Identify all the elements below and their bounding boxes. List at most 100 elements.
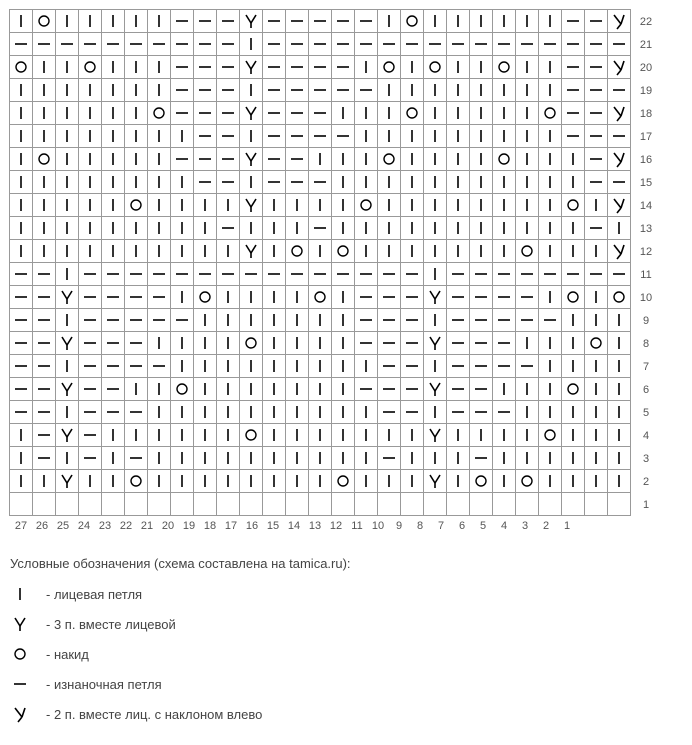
chart-cell: [400, 354, 424, 378]
chart-cell: [446, 262, 470, 286]
chart-cell: [400, 239, 424, 263]
chart-cell: [193, 354, 217, 378]
chart-cell: [78, 170, 102, 194]
chart-cell: [354, 308, 378, 332]
chart-cell: [78, 423, 102, 447]
chart-cell: [147, 216, 171, 240]
chart-cell: [400, 400, 424, 424]
chart-cell: [354, 147, 378, 171]
chart-cell: [492, 331, 516, 355]
chart-cell: [285, 446, 309, 470]
chart-cell: [515, 147, 539, 171]
chart-cell: [538, 9, 562, 33]
chart-cell: [423, 262, 447, 286]
chart-cell: [584, 331, 608, 355]
chart-cell: [216, 331, 240, 355]
chart-cell: [492, 285, 516, 309]
chart-cell: [308, 101, 332, 125]
chart-cell: [377, 170, 401, 194]
chart-cell: [78, 55, 102, 79]
chart-cell: [9, 446, 33, 470]
chart-cell: [607, 354, 631, 378]
chart-cell: [331, 170, 355, 194]
chart-cell: [584, 400, 608, 424]
chart-cell: [78, 331, 102, 355]
chart-cell: [331, 32, 355, 56]
k-icon: [10, 585, 36, 603]
chart-cell: [492, 377, 516, 401]
chart-cell: [584, 423, 608, 447]
chart-cell: [423, 78, 447, 102]
chart-cell: [147, 124, 171, 148]
chart-cell: [584, 308, 608, 332]
chart-cell: [308, 9, 332, 33]
chart-cell: [538, 147, 562, 171]
chart-cell: [285, 147, 309, 171]
chart-cell: [584, 377, 608, 401]
chart-cell: [400, 147, 424, 171]
chart-cell: [515, 216, 539, 240]
legend-item: - 2 п. вместе лиц. с наклоном влево: [10, 705, 682, 723]
chart-row: 6: [10, 378, 657, 401]
chart-cell: [170, 354, 194, 378]
chart-cell: [285, 492, 309, 516]
chart-cell: [446, 239, 470, 263]
chart-cell: [400, 423, 424, 447]
chart-cell: [170, 55, 194, 79]
chart-cell: [354, 262, 378, 286]
chart-cell: [78, 101, 102, 125]
chart-cell: [262, 331, 286, 355]
chart-cell: [78, 9, 102, 33]
chart-cell: [308, 400, 332, 424]
chart-cell: [331, 216, 355, 240]
chart-cell: [354, 377, 378, 401]
chart-cell: [262, 423, 286, 447]
chart-cell: [147, 400, 171, 424]
chart-cell: [607, 285, 631, 309]
chart-cell: [124, 101, 148, 125]
p-icon: [10, 675, 36, 693]
chart-cell: [492, 124, 516, 148]
chart-cell: [262, 78, 286, 102]
chart-cell: [78, 124, 102, 148]
chart-row: 14: [10, 194, 657, 217]
chart-cell: [354, 101, 378, 125]
chart-cell: [607, 78, 631, 102]
chart-cell: [354, 331, 378, 355]
chart-cell: [400, 101, 424, 125]
chart-cell: [147, 32, 171, 56]
chart-cell: [446, 469, 470, 493]
knitting-chart: 2221 2019 1817 1615: [10, 10, 657, 532]
chart-cell: [446, 492, 470, 516]
chart-cell: [239, 32, 263, 56]
chart-cell: [469, 285, 493, 309]
chart-cell: [515, 55, 539, 79]
chart-cell: [607, 101, 631, 125]
chart-cell: [170, 216, 194, 240]
chart-cell: [285, 400, 309, 424]
chart-cell: [147, 147, 171, 171]
legend-text: - лицевая петля: [46, 587, 142, 602]
chart-cell: [285, 285, 309, 309]
chart-cell: [9, 262, 33, 286]
chart-cell: [538, 32, 562, 56]
chart-cell: [239, 331, 263, 355]
chart-cell: [285, 9, 309, 33]
chart-cell: [446, 354, 470, 378]
chart-cell: [55, 55, 79, 79]
chart-cell: [32, 469, 56, 493]
chart-cell: [377, 469, 401, 493]
col-label: 12: [325, 520, 347, 532]
chart-cell: [262, 216, 286, 240]
chart-cell: [308, 354, 332, 378]
chart-cell: [32, 55, 56, 79]
chart-cell: [607, 170, 631, 194]
chart-cell: [308, 124, 332, 148]
chart-cell: [331, 469, 355, 493]
chart-cell: [538, 377, 562, 401]
chart-cell: [308, 423, 332, 447]
chart-cell: [170, 285, 194, 309]
chart-cell: [101, 124, 125, 148]
chart-cell: [354, 170, 378, 194]
chart-cell: [515, 377, 539, 401]
